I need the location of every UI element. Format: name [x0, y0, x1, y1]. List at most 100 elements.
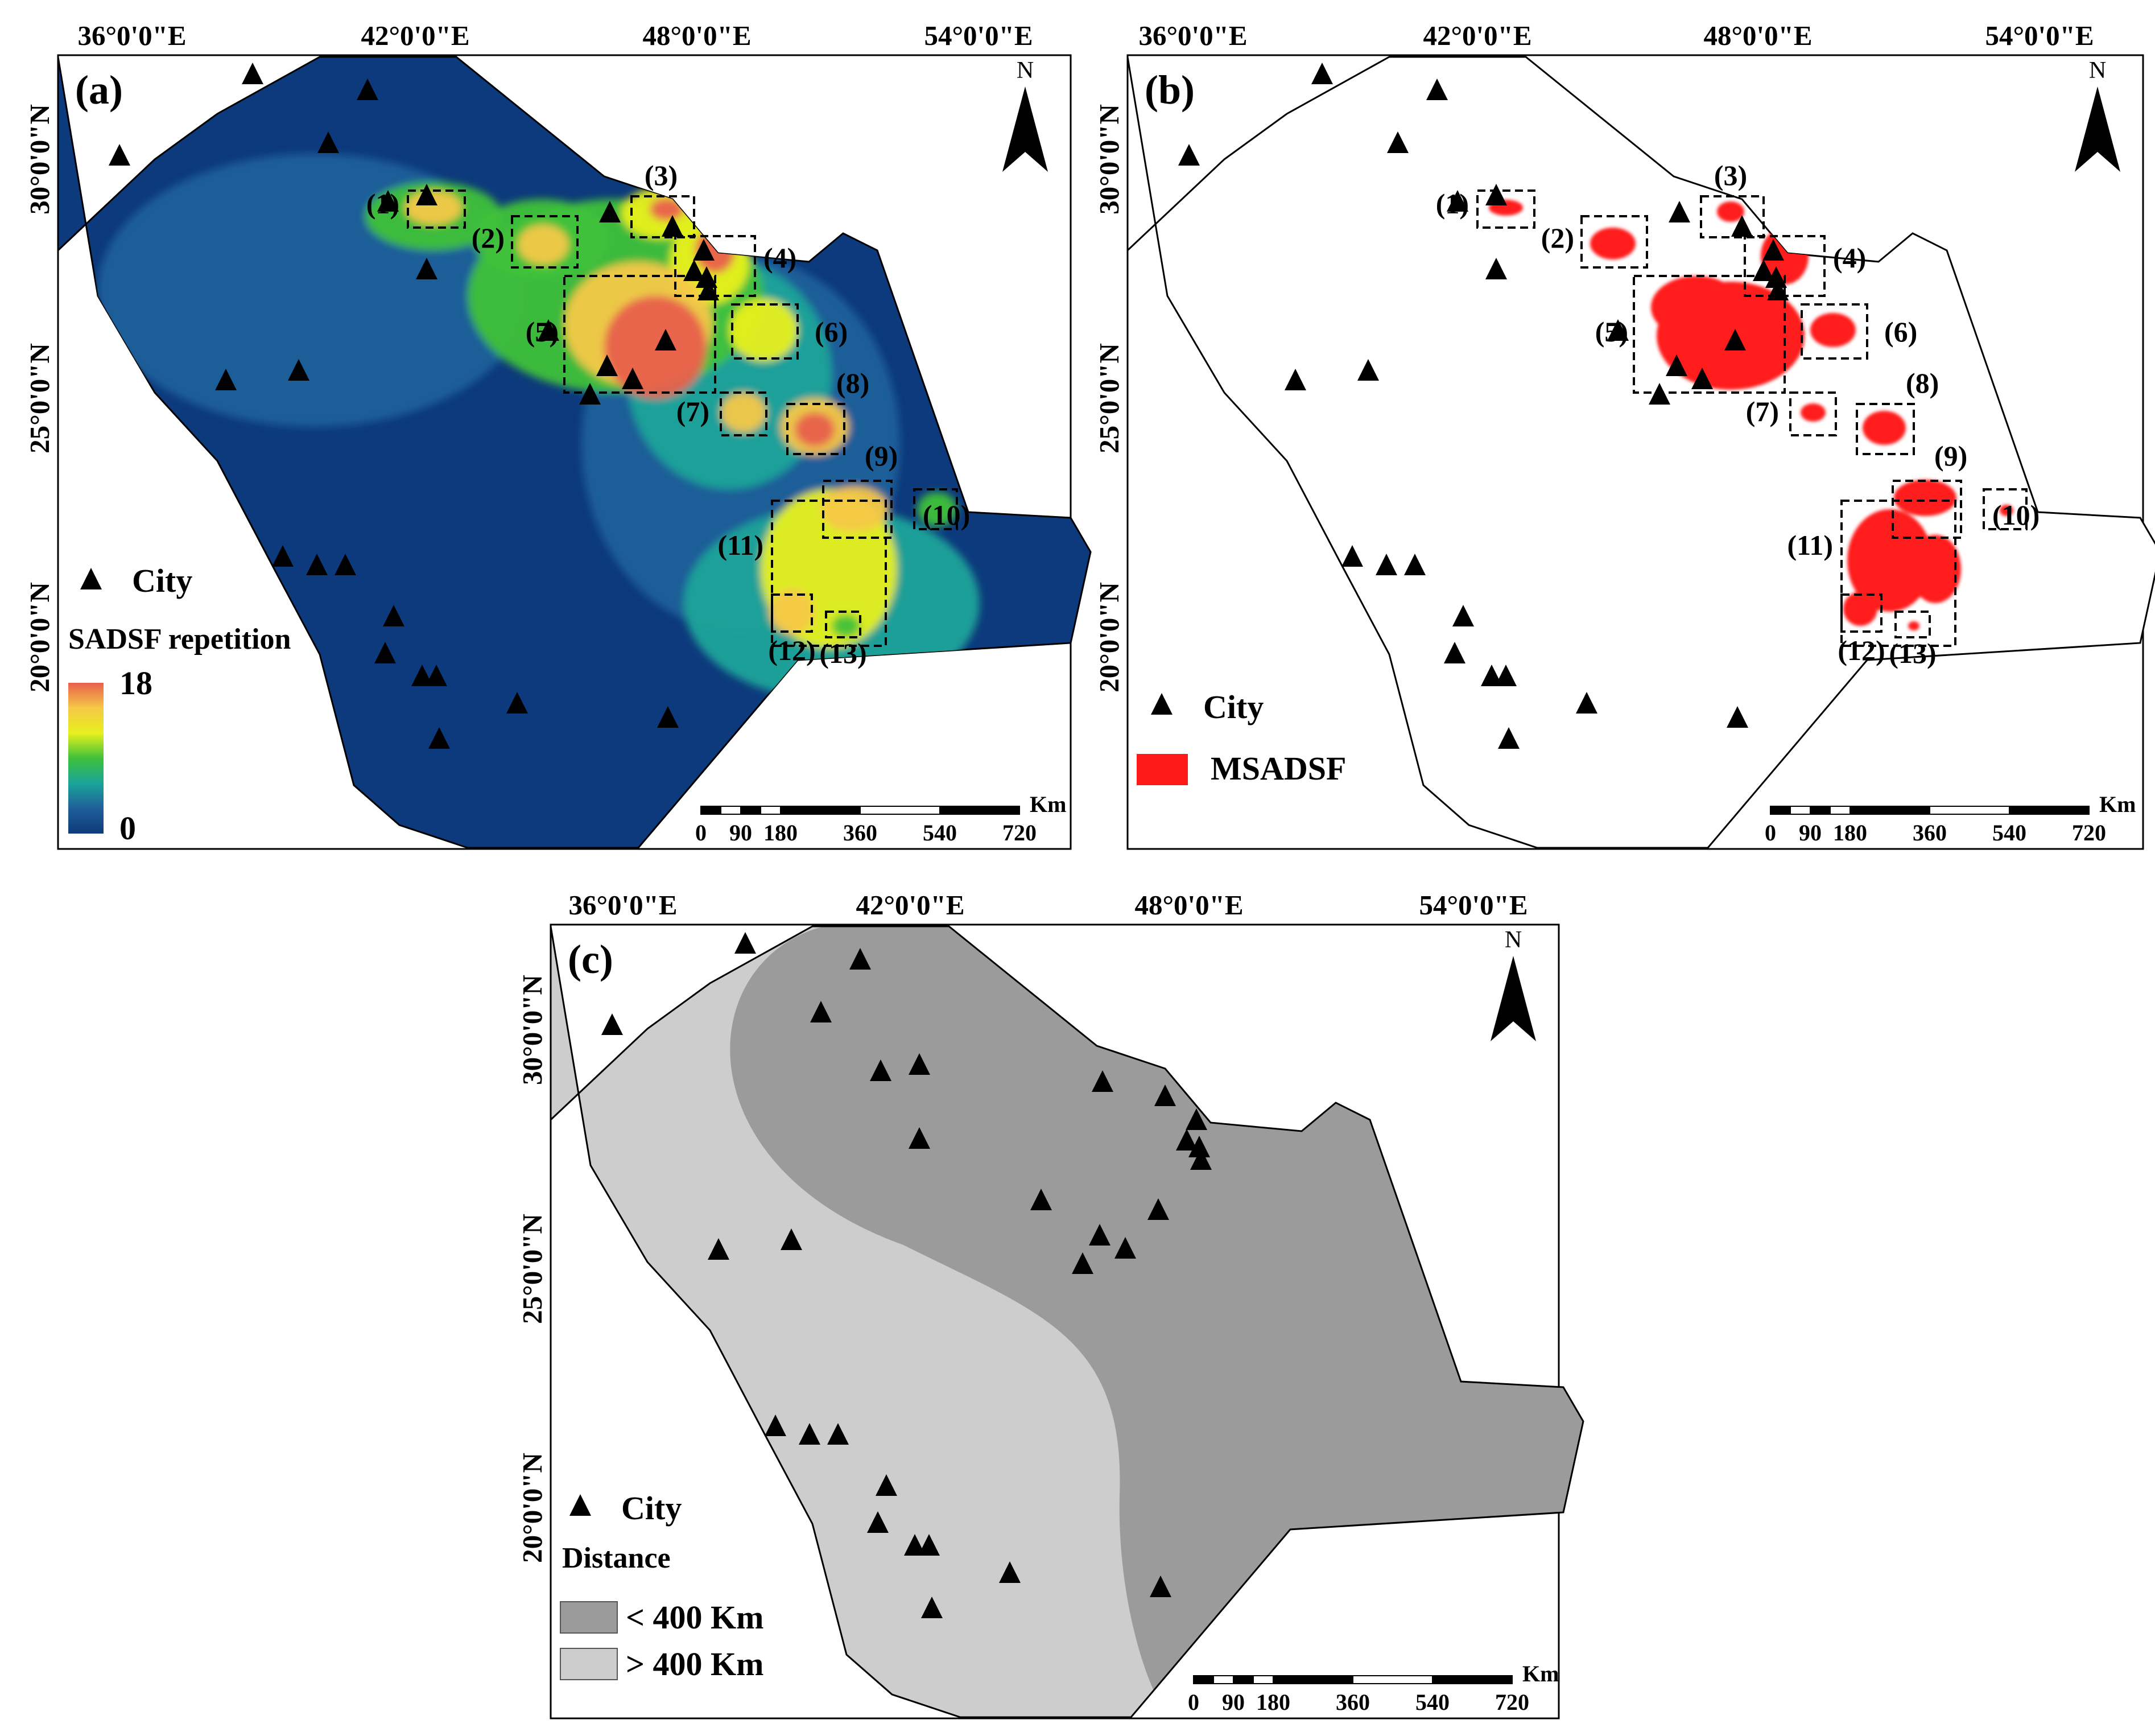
- scale-bar-segment: [1770, 806, 1791, 815]
- sadsf-hotspot: [917, 492, 957, 526]
- hotspot-box-label: (2): [472, 222, 505, 254]
- map-frame: [57, 54, 1072, 850]
- sadsf-hotspot: [721, 393, 766, 432]
- sadsf-hotspot: [795, 413, 835, 447]
- scale-label: 0: [1765, 820, 1776, 846]
- msadsf-areas: [1489, 200, 2013, 630]
- hotspot-box: [1840, 500, 1956, 647]
- longitude-label: 48°0'0"E: [642, 20, 751, 51]
- city-marker-icon: [242, 63, 263, 84]
- city-marker-icon: [1311, 63, 1333, 84]
- sadsf-hotspot: [769, 589, 815, 634]
- hotspot-box: [630, 195, 695, 238]
- scale-label: 540: [1992, 820, 2026, 846]
- scale-label: 180: [763, 820, 798, 846]
- legend-ramp-title: SADSF repetition: [68, 623, 291, 655]
- longitude-label: 48°0'0"E: [1703, 20, 1812, 51]
- hotspot-box-label: (3): [645, 159, 678, 191]
- map-frame: [1126, 54, 2144, 850]
- scale-bar-segment: [1253, 1675, 1274, 1684]
- scale-bar-segment: [1432, 1675, 1513, 1684]
- latitude-label: 25°0'0"N: [517, 1214, 548, 1324]
- longitude-label: 42°0'0"E: [1423, 20, 1531, 51]
- hotspot-box-label: (12): [1838, 634, 1885, 666]
- hotspot-box: [771, 593, 813, 633]
- north-label: N: [1017, 57, 1034, 84]
- longitude-label: 48°0'0"E: [1134, 889, 1243, 921]
- scale-bar-segment: [1830, 806, 1851, 815]
- hotspot-box-label: (13): [1889, 637, 1936, 669]
- scale-unit: Km: [2099, 791, 2136, 817]
- longitude-label: 36°0'0"E: [77, 20, 186, 51]
- sadsf-heatmap: [98, 154, 980, 700]
- hotspot-box-label: (8): [836, 367, 869, 399]
- hotspot-box: [913, 488, 958, 530]
- scale-bar-segment: [780, 806, 861, 815]
- scale-bar-segment: [700, 806, 721, 815]
- hotspot-box-label: (2): [1541, 222, 1574, 254]
- longitude-label: 36°0'0"E: [1138, 20, 1247, 51]
- scale-label: 360: [1336, 1689, 1370, 1715]
- hotspot-box: [1580, 215, 1648, 269]
- longitude-label: 36°0'0"E: [568, 889, 677, 921]
- hotspot-box-label: (7): [676, 395, 709, 427]
- sadsf-hotspot: [650, 198, 684, 221]
- hotspot-box-label: (3): [1714, 159, 1747, 191]
- hotspot-box: [407, 189, 466, 229]
- scale-label: 360: [1913, 820, 1947, 846]
- map-frame: [550, 923, 1560, 1719]
- legend-near-label: < 400 Km: [626, 1599, 763, 1636]
- msadsf-area: [1717, 201, 1744, 222]
- scale-label: 540: [923, 820, 957, 846]
- hotspot-box: [731, 303, 799, 360]
- hotspot-box-label: (8): [1906, 367, 1939, 399]
- hotspot-box: [1476, 189, 1535, 229]
- hotspot-box-label: (6): [815, 316, 848, 348]
- hotspot-box: [1894, 611, 1931, 638]
- latitude-label: 20°0'0"N: [517, 1453, 548, 1563]
- longitude-label: 54°0'0"E: [924, 20, 1033, 51]
- msadsf-area: [1801, 403, 1826, 422]
- hotspot-box-label: (13): [819, 637, 866, 669]
- scale-label: 90: [1222, 1689, 1245, 1715]
- scale-label: 180: [1256, 1689, 1290, 1715]
- scale-bar-segment: [1929, 806, 2010, 815]
- sadsf-hotspot: [729, 299, 798, 361]
- msadsf-area: [1910, 535, 1961, 603]
- hotspot-box: [786, 403, 845, 455]
- scale-label: 90: [729, 820, 752, 846]
- scale-label: 540: [1415, 1689, 1450, 1715]
- hotspot-box-label: (7): [1746, 395, 1779, 427]
- north-label: N: [1505, 927, 1522, 953]
- scale-bar-segment: [939, 806, 1020, 815]
- msadsf-area: [1651, 276, 1742, 339]
- latitude-label: 30°0'0"N: [1093, 104, 1125, 215]
- scale-bar-segment: [2009, 806, 2090, 815]
- legend-city-label: City: [132, 562, 192, 599]
- legend-city-label: City: [621, 1490, 682, 1527]
- latitude-label: 20°0'0"N: [1093, 582, 1125, 692]
- country-outline: [1126, 56, 2155, 849]
- map-panel-c: 36°0'0"E 42°0'0"E 48°0'0"E 54°0'0"E 30°0'0"N…: [517, 889, 1584, 1719]
- legend-msadsf-swatch: [1137, 754, 1188, 785]
- msadsf-area: [1810, 313, 1856, 347]
- city-marker-icon: [109, 144, 130, 166]
- latitude-label: 25°0'0"N: [24, 343, 55, 453]
- msadsf-area: [1908, 621, 1919, 630]
- hotspot-box: [563, 275, 716, 394]
- scale-unit: Km: [1030, 791, 1066, 817]
- north-arrow-icon: [2075, 86, 2098, 172]
- city-marker-icon: [1178, 144, 1200, 166]
- hotspot-box: [1789, 391, 1837, 436]
- scale-bar-segment: [720, 806, 741, 815]
- latitude-label: 30°0'0"N: [517, 975, 548, 1085]
- scale-bar-segment: [1213, 1675, 1234, 1684]
- hotspot-box-label: (9): [1934, 440, 1967, 472]
- hotspot-box-label: (12): [768, 634, 815, 666]
- city-marker-icon: [601, 1013, 623, 1035]
- panel-label: (a): [75, 67, 123, 113]
- north-arrow-icon: [1513, 956, 1536, 1041]
- hotspot-box: [720, 391, 767, 436]
- longitude-label: 42°0'0"E: [856, 889, 964, 921]
